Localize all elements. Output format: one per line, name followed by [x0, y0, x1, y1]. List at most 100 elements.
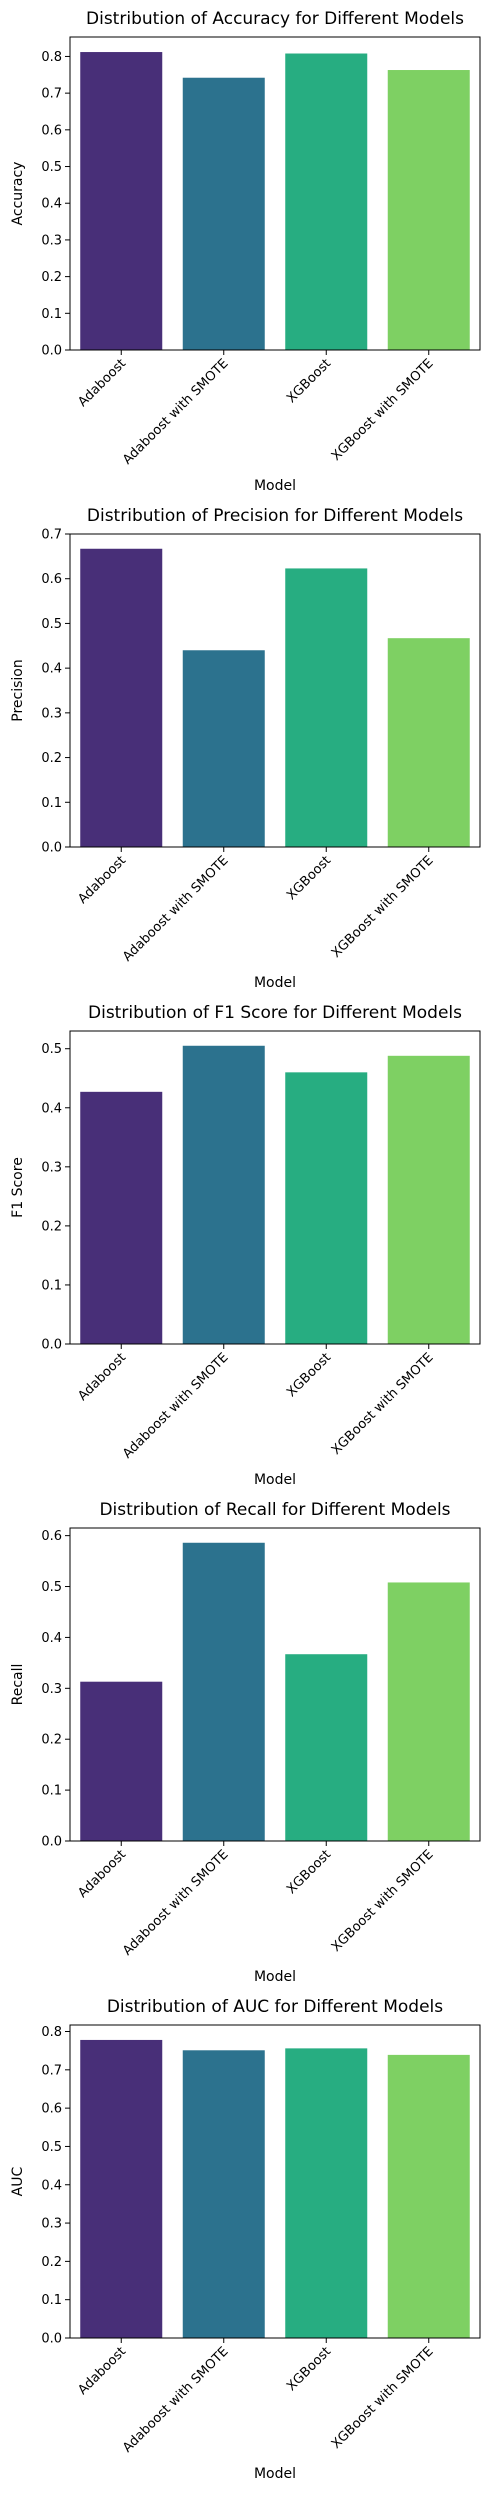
y-tick-label: 0.0 — [41, 1835, 62, 1850]
x-tick-label: XGBoost with SMOTE — [329, 1847, 437, 1955]
x-axis-label: Model — [254, 1969, 296, 1985]
y-tick-label: 0.1 — [41, 796, 62, 811]
y-tick-label: 0.0 — [41, 344, 62, 359]
y-tick-label: 0.4 — [41, 1101, 62, 1116]
y-tick-label: 0.5 — [41, 2140, 62, 2155]
bar-adaboost-with-smote — [183, 78, 265, 350]
bar-adaboost — [80, 1092, 162, 1344]
bar-adaboost-with-smote — [183, 1543, 265, 1841]
x-tick-label: XGBoost — [284, 356, 334, 406]
chart-panel-4: Distribution of Recall for Different Mod… — [10, 1500, 480, 1985]
chart-panel-2: Distribution of Precision for Different … — [10, 506, 480, 991]
bar-xgboost — [285, 568, 367, 847]
y-tick-label: 0.6 — [41, 123, 62, 138]
x-tick-label: Adaboost — [75, 853, 129, 907]
x-tick-label: XGBoost — [284, 2344, 334, 2394]
x-tick-label: Adaboost with SMOTE — [120, 1350, 231, 1461]
y-tick-label: 0.3 — [41, 1160, 62, 1175]
x-tick-label: Adaboost with SMOTE — [120, 356, 231, 467]
chart-title: Distribution of Precision for Different … — [87, 506, 463, 526]
chart-title: Distribution of Recall for Different Mod… — [99, 1500, 450, 1520]
y-tick-label: 0.8 — [41, 50, 62, 65]
y-axis-label: AUC — [10, 2166, 26, 2196]
x-tick-label: Adaboost with SMOTE — [120, 2344, 231, 2455]
x-axis-label: Model — [254, 1472, 296, 1488]
y-tick-label: 0.5 — [41, 1042, 62, 1057]
x-axis-label: Model — [254, 975, 296, 991]
y-tick-label: 0.7 — [41, 2063, 62, 2078]
y-tick-label: 0.3 — [41, 1682, 62, 1697]
y-tick-label: 0.4 — [41, 2178, 62, 2193]
x-tick-label: XGBoost with SMOTE — [329, 1350, 437, 1458]
bar-xgboost-with-smote — [388, 70, 470, 350]
x-tick-label: XGBoost — [284, 853, 334, 903]
bar-xgboost-with-smote — [388, 638, 470, 847]
y-axis-label: Recall — [10, 1664, 26, 1706]
bar-adaboost-with-smote — [183, 2050, 265, 2338]
x-tick-label: Adaboost — [75, 1847, 129, 1901]
x-tick-label: XGBoost with SMOTE — [329, 2344, 437, 2452]
y-tick-label: 0.4 — [41, 1631, 62, 1646]
y-tick-label: 0.0 — [41, 2332, 62, 2347]
x-tick-label: XGBoost — [284, 1847, 334, 1897]
x-axis-label: Model — [254, 478, 296, 494]
y-tick-label: 0.6 — [41, 572, 62, 587]
x-tick-label: XGBoost with SMOTE — [329, 356, 437, 464]
x-axis-label: Model — [254, 2466, 296, 2482]
y-tick-label: 0.3 — [41, 706, 62, 721]
chart-panel-3: Distribution of F1 Score for Different M… — [10, 1003, 480, 1488]
chart-title: Distribution of AUC for Different Models — [107, 1997, 443, 2017]
y-tick-label: 0.5 — [41, 617, 62, 632]
y-tick-label: 0.6 — [41, 2102, 62, 2117]
bar-adaboost — [80, 52, 162, 350]
chart-panel-5: Distribution of AUC for Different Models… — [10, 1997, 480, 2482]
y-tick-label: 0.2 — [41, 751, 62, 766]
bar-xgboost-with-smote — [388, 1056, 470, 1344]
x-tick-label: Adaboost — [75, 2344, 129, 2398]
y-tick-label: 0.1 — [41, 1278, 62, 1293]
y-tick-label: 0.2 — [41, 1733, 62, 1748]
bar-adaboost — [80, 2040, 162, 2338]
y-tick-label: 0.0 — [41, 1338, 62, 1353]
chart-title: Distribution of Accuracy for Different M… — [86, 9, 464, 29]
y-tick-label: 0.3 — [41, 2217, 62, 2232]
y-tick-label: 0.7 — [41, 87, 62, 102]
bar-xgboost — [285, 1072, 367, 1344]
y-tick-label: 0.0 — [41, 841, 62, 856]
y-tick-label: 0.5 — [41, 1580, 62, 1595]
bar-adaboost-with-smote — [183, 1046, 265, 1344]
y-tick-label: 0.2 — [41, 2255, 62, 2270]
y-tick-label: 0.7 — [41, 528, 62, 543]
y-tick-label: 0.2 — [41, 270, 62, 285]
y-axis-label: F1 Score — [10, 1157, 26, 1218]
y-tick-label: 0.8 — [41, 2025, 62, 2040]
bar-adaboost — [80, 549, 162, 847]
y-tick-label: 0.5 — [41, 160, 62, 175]
y-tick-label: 0.6 — [41, 1529, 62, 1544]
x-tick-label: Adaboost with SMOTE — [120, 853, 231, 964]
x-tick-label: Adaboost — [75, 356, 129, 410]
chart-title: Distribution of F1 Score for Different M… — [88, 1003, 462, 1023]
bar-xgboost — [285, 2048, 367, 2338]
y-tick-label: 0.1 — [41, 307, 62, 322]
y-axis-label: Accuracy — [10, 162, 26, 226]
y-tick-label: 0.2 — [41, 1219, 62, 1234]
y-tick-label: 0.4 — [41, 662, 62, 677]
x-tick-label: XGBoost — [284, 1350, 334, 1400]
bar-adaboost-with-smote — [183, 650, 265, 847]
x-tick-label: Adaboost — [75, 1350, 129, 1404]
bar-xgboost — [285, 54, 367, 350]
bar-adaboost — [80, 1682, 162, 1841]
y-axis-label: Precision — [10, 659, 26, 721]
chart-panel-1: Distribution of Accuracy for Different M… — [10, 9, 480, 494]
y-tick-label: 0.3 — [41, 233, 62, 248]
x-tick-label: Adaboost with SMOTE — [120, 1847, 231, 1958]
y-tick-label: 0.4 — [41, 197, 62, 212]
y-tick-label: 0.1 — [41, 2293, 62, 2308]
x-tick-label: XGBoost with SMOTE — [329, 853, 437, 961]
bar-xgboost-with-smote — [388, 2055, 470, 2338]
y-tick-label: 0.1 — [41, 1784, 62, 1799]
bar-xgboost-with-smote — [388, 1582, 470, 1841]
